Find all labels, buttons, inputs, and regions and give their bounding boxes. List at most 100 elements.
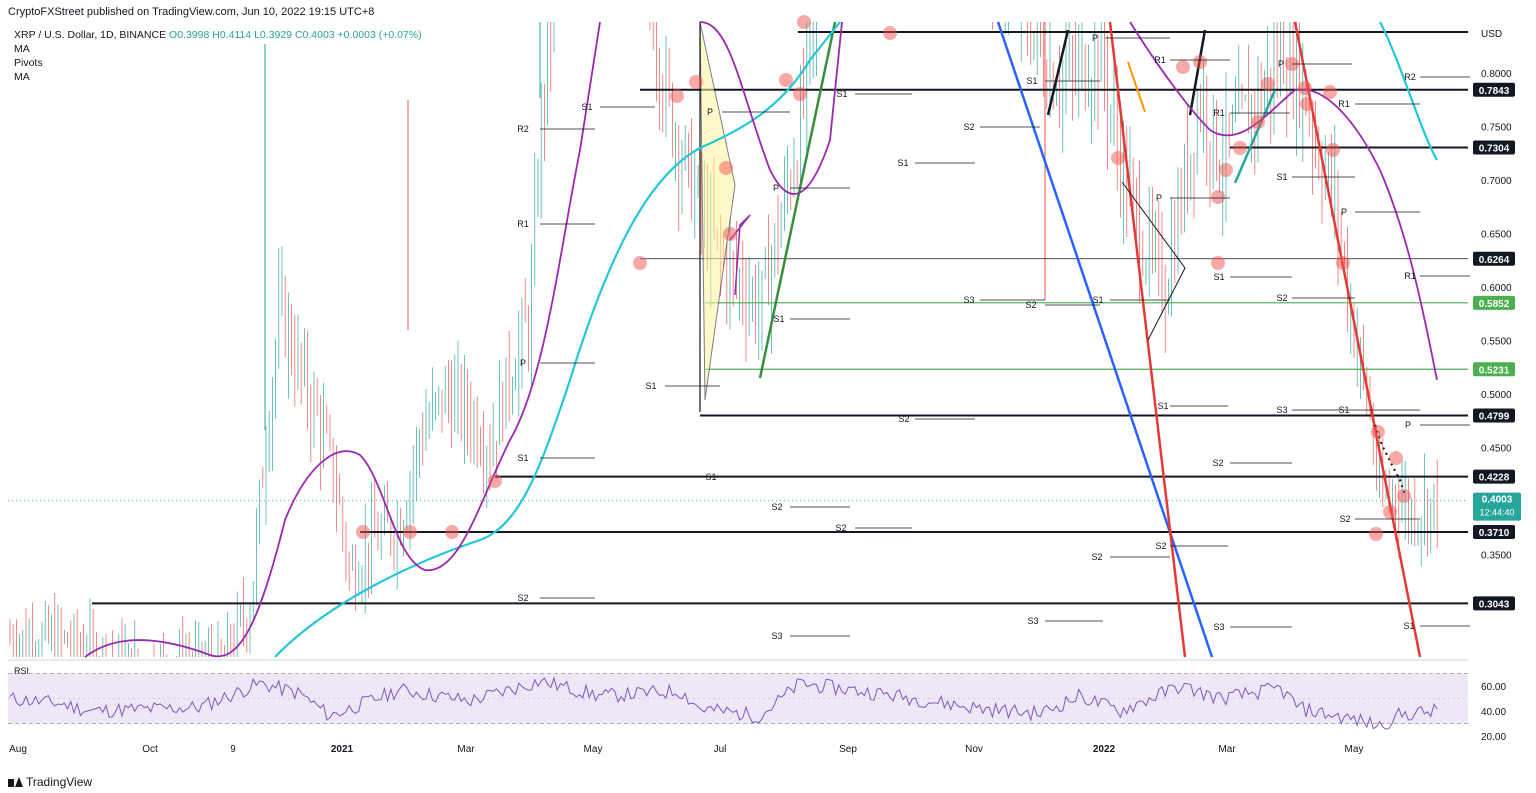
touch-marker-8: [883, 26, 897, 40]
touch-marker-7: [797, 15, 811, 29]
pivot-label-39: S1: [1338, 405, 1349, 415]
x-tick-2: 9: [230, 744, 236, 755]
x-tick-11: May: [1345, 744, 1364, 755]
currency-label: USD: [1481, 29, 1502, 40]
touch-marker-25: [1323, 85, 1337, 99]
pivot-label-29: R1: [1213, 108, 1225, 118]
pivot-label-21: S3: [963, 295, 974, 305]
y-tick-3: 0.6500: [1481, 230, 1512, 241]
touch-markers: [356, 15, 1411, 541]
purple-zigzag: [729, 214, 751, 296]
pivot-labels: R1 R2 P S1 S2 S1 P P S1 S1 S2 S3 S2 S1 S1 S2 S1 S2 S1 P R1 S3…: [517, 33, 1470, 641]
y-tick-4: 0.6000: [1481, 283, 1512, 294]
last-price-countdown: 12:44:40: [1479, 508, 1514, 518]
level-badge-0.6264: [1473, 251, 1515, 266]
x-tick-4: Mar: [457, 744, 475, 755]
touch-marker-28: [1371, 425, 1385, 439]
pivot-label-27: S3: [1027, 616, 1038, 626]
x-tick-6: Jul: [714, 744, 727, 755]
pivot-label-6: P: [707, 107, 713, 117]
yellow-triangle-pattern: [699, 21, 736, 401]
pivot-label-25: S2: [1091, 552, 1102, 562]
pivot-label-4: S2: [517, 593, 528, 603]
indicator-ma-2[interactable]: MA: [14, 71, 30, 83]
touch-marker-31: [1397, 489, 1411, 503]
pivot-label-17: S2: [963, 122, 974, 132]
pivot-label-15: S2: [898, 414, 909, 424]
touch-marker-5: [723, 227, 737, 241]
pivot-label-31: S2: [1212, 458, 1223, 468]
x-tick-10: Mar: [1218, 744, 1236, 755]
level-badge-0.5231: [1473, 362, 1515, 377]
symbol-legend: XRP / U.S. Dollar, 1D, BINANCE O0.3998 H…: [14, 29, 422, 41]
level-badge-text-0.7843: 0.7843: [1479, 86, 1510, 97]
rsi-tick-1: 40.00: [1481, 707, 1506, 718]
brand-footer[interactable]: TradingView: [8, 775, 92, 789]
touch-marker-11: [445, 525, 459, 539]
touch-marker-6: [633, 256, 647, 270]
ma-fast-line-2: [699, 21, 843, 195]
pivot-label-38: P: [1341, 207, 1347, 217]
touch-marker-4: [719, 161, 733, 175]
indicator-pivots[interactable]: Pivots: [14, 57, 43, 69]
touch-marker-32: [1369, 527, 1383, 541]
pivot-label-18: S1: [1026, 76, 1037, 86]
pivot-label-41: R2: [1404, 72, 1416, 82]
level-badge-text-0.4228: 0.4228: [1479, 473, 1510, 484]
touch-marker-10: [403, 525, 417, 539]
pivot-label-28: P: [1156, 193, 1162, 203]
pivot-label-40: S2: [1339, 514, 1350, 524]
level-badge-0.7843: [1473, 82, 1515, 97]
blue-trendline: [996, 21, 1214, 658]
pivot-label-33: P: [1278, 59, 1284, 69]
pivot-label-9: S1: [645, 381, 656, 391]
pivot-label-5: S1: [581, 102, 592, 112]
pivot-label-11: S3: [771, 631, 782, 641]
level-badge-0.3710: [1473, 525, 1515, 540]
red-trendline-1: [1108, 21, 1187, 658]
touch-marker-23: [1298, 81, 1312, 95]
pivot-label-43: P: [1405, 420, 1411, 430]
touch-marker-29: [1383, 505, 1397, 519]
rsi-tick-2: 20.00: [1481, 732, 1506, 743]
teal-trendline: [1233, 89, 1277, 184]
touch-marker-26: [1326, 143, 1340, 157]
pivot-label-16: S1: [705, 472, 716, 482]
pivot-label-22: S2: [1025, 300, 1036, 310]
touch-marker-1: [689, 75, 703, 89]
x-tick-3: 2021: [331, 744, 354, 755]
pivot-label-26: S2: [1155, 541, 1166, 551]
symbol-title: XRP / U.S. Dollar, 1D, BINANCE: [14, 29, 167, 41]
level-badge-text-0.3043: 0.3043: [1479, 599, 1510, 610]
horizontal-levels: [8, 31, 1468, 605]
rsi-panel: RSI 60.00 40.00 20.00: [8, 659, 1506, 743]
level-badge-0.7304: [1473, 140, 1515, 155]
level-badge-text-0.5231: 0.5231: [1479, 365, 1510, 376]
touch-marker-20: [1251, 115, 1265, 129]
pivot-label-36: S3: [1276, 405, 1287, 415]
touch-marker-24: [1300, 97, 1314, 111]
y-tick-0: 0.8000: [1481, 69, 1512, 80]
rsi-tick-0: 60.00: [1481, 682, 1506, 693]
x-tick-7: Sep: [839, 744, 857, 755]
touch-marker-19: [1233, 141, 1247, 155]
touch-marker-14: [1176, 60, 1190, 74]
axes: USD 0.8000 0.7500 0.7000 0.6500 0.6000 0.5500 0…: [9, 29, 1521, 755]
y-tick-2: 0.7000: [1481, 176, 1512, 187]
indicator-ma-1[interactable]: MA: [14, 43, 30, 55]
y-tick-7: 0.4500: [1481, 444, 1512, 455]
orange-segment: [1127, 61, 1146, 113]
pivot-label-3: S1: [517, 453, 528, 463]
red-trendline-2: [1293, 21, 1422, 658]
level-badge-text-0.3710: 0.3710: [1479, 528, 1510, 539]
pivot-label-8: S1: [773, 314, 784, 324]
touch-marker-13: [1111, 151, 1125, 165]
touch-marker-0: [670, 89, 684, 103]
black-trendline-1: [1046, 29, 1070, 116]
y-tick-5: 0.5500: [1481, 337, 1512, 348]
pivot-label-23: S1: [1092, 295, 1103, 305]
rsi-line: [9, 676, 1438, 730]
x-tick-0: Aug: [9, 744, 27, 755]
pivot-label-13: S1: [836, 89, 847, 99]
